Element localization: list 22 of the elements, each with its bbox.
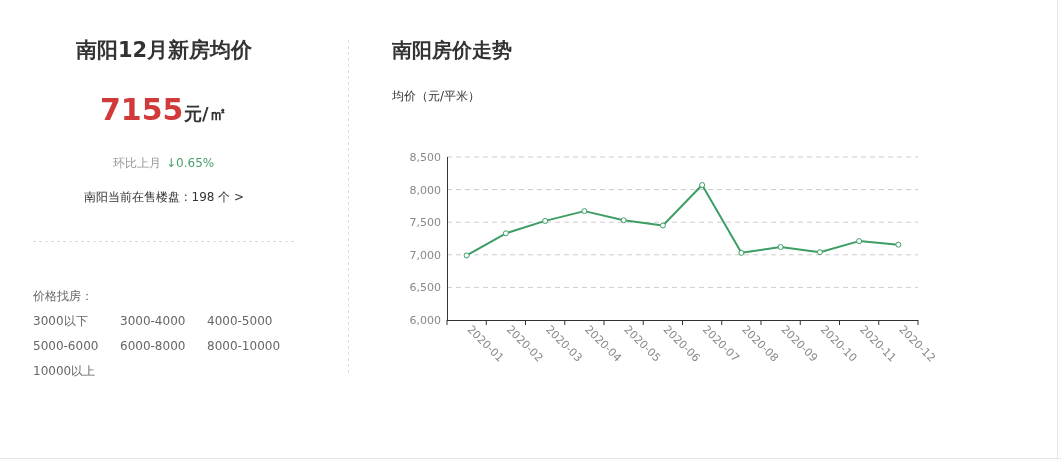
y-tick-label: 6,000 [409, 314, 441, 327]
text: 3000-4000 [120, 314, 186, 328]
chart-title: 南阳房价走势 [391, 38, 512, 62]
y-tick-label: 6,500 [409, 281, 441, 295]
y-axis-title: 均价（元/平米） [391, 89, 481, 103]
text: 4000-5000 [207, 314, 273, 328]
text: 7155 [100, 92, 184, 127]
text: 环比上月 [113, 156, 161, 170]
y-tick-label: 8,500 [409, 151, 441, 164]
y-tick-label: 8,000 [409, 183, 441, 197]
text: 南阳12月新房均价 [74, 38, 254, 62]
text: 南阳当前在售楼盘 : 198 个 > [83, 190, 245, 204]
text: 5000-6000 [33, 339, 99, 353]
y-tick-label: 7,500 [409, 216, 441, 230]
text: 价格找房： [32, 289, 93, 303]
text: 8000-10000 [207, 339, 281, 353]
text: 10000以上 [33, 364, 96, 378]
text: 6000-8000 [120, 339, 186, 353]
text: 元/㎡ [183, 103, 227, 124]
text: 3000以下 [33, 314, 88, 328]
y-tick-label: 7,000 [409, 248, 441, 262]
text: ↓0.65% [166, 156, 215, 170]
